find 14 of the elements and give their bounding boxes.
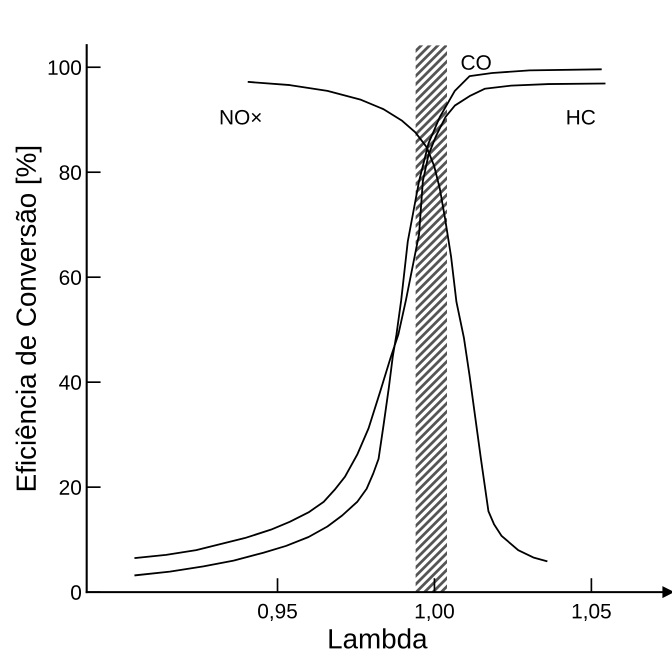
y-tick-label: 100 xyxy=(48,60,82,75)
x-axis-title: Lambda xyxy=(329,628,428,649)
y-tick-label: 60 xyxy=(60,270,82,285)
y-axis-title: Eficiência de Conversão [%] xyxy=(16,146,42,490)
series-label: CO xyxy=(462,55,491,70)
x-tick-label: 0,95 xyxy=(258,604,297,621)
x-tick-label: 1,00 xyxy=(416,604,454,621)
series-label: HC xyxy=(567,110,596,125)
y-tick-label: 80 xyxy=(60,165,82,180)
series-label: NO× xyxy=(220,110,261,125)
y-tick-label: 20 xyxy=(60,480,82,495)
x-tick-label: 1,05 xyxy=(572,604,611,621)
y-tick-label: 40 xyxy=(59,375,82,390)
y-tick-label: 0 xyxy=(71,585,82,600)
